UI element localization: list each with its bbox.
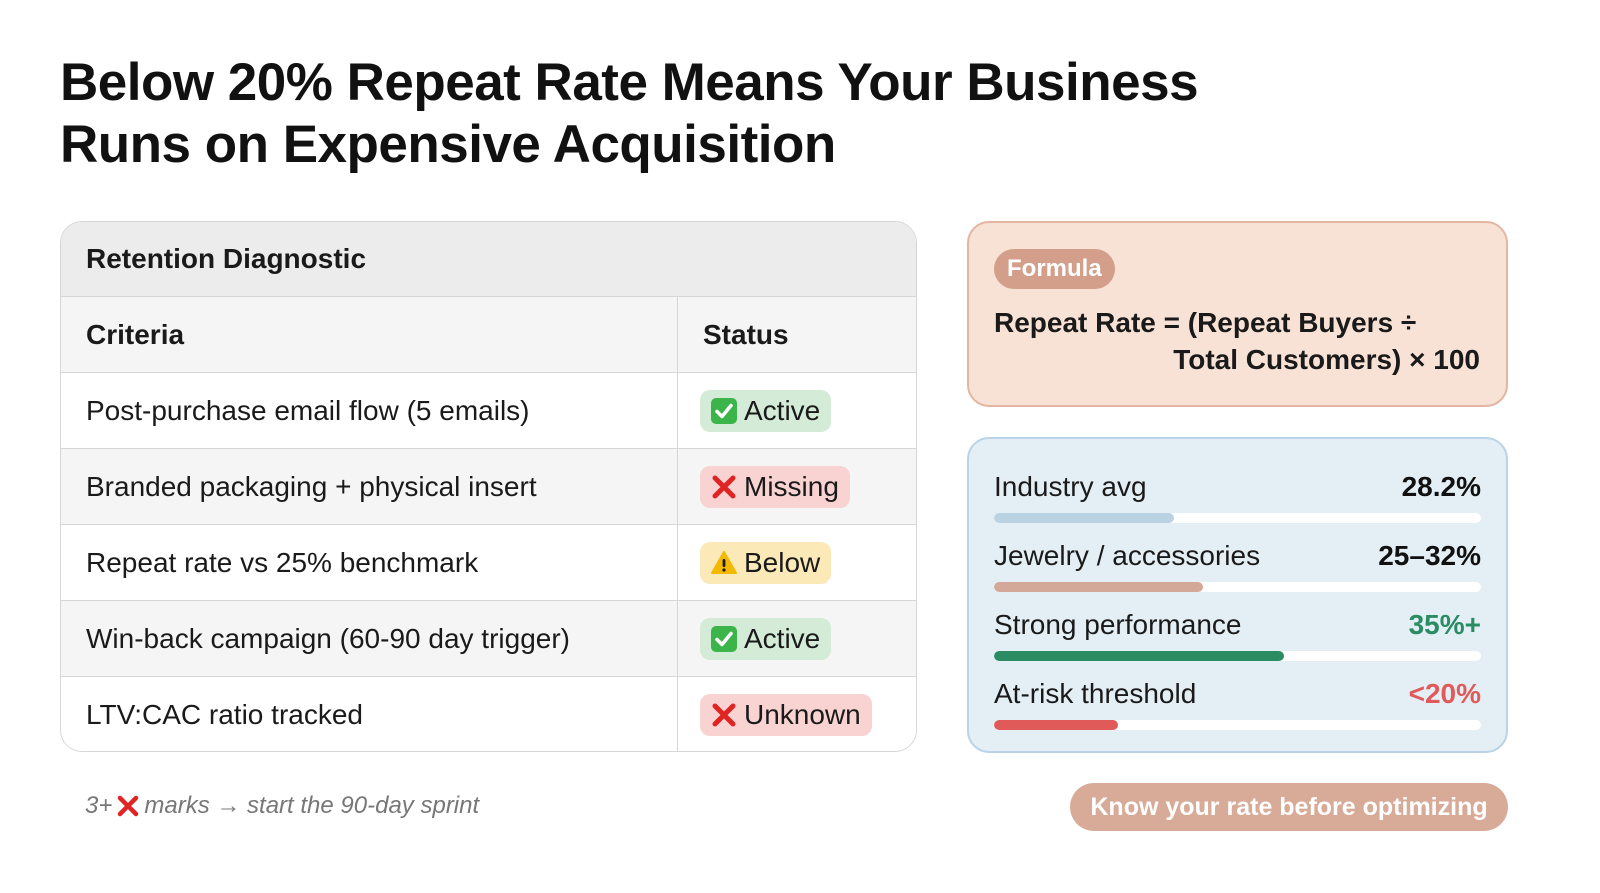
- footnote: 3+ marks → start the 90-day sprint: [85, 792, 479, 820]
- check-box-icon: [710, 397, 738, 425]
- criteria-cell: Post-purchase email flow (5 emails): [61, 373, 678, 448]
- criteria-cell: LTV:CAC ratio tracked: [61, 677, 678, 751]
- criteria-cell: Repeat rate vs 25% benchmark: [61, 525, 678, 600]
- table-title: Retention Diagnostic: [61, 222, 916, 297]
- page-title: Below 20% Repeat Rate Means Your Busines…: [60, 52, 1360, 176]
- status-badge: Active: [700, 617, 832, 660]
- status-badge: Below: [700, 541, 832, 584]
- table-row: Win-back campaign (60-90 day trigger) Act…: [61, 601, 916, 677]
- benchmark-value: 35%+: [1408, 609, 1481, 640]
- benchmark-label: Industry avg: [994, 471, 1147, 502]
- table-row: LTV:CAC ratio tracked Unknown: [61, 677, 916, 751]
- status-label: Missing: [744, 470, 839, 502]
- benchmark-bar-fill: [994, 651, 1284, 661]
- footnote-prefix: 3+: [85, 792, 113, 819]
- red-x-icon: [116, 794, 140, 818]
- benchmark-value: 28.2%: [1401, 471, 1481, 502]
- table-row: Branded packaging + physical insert Missi…: [61, 449, 916, 525]
- benchmarks-card: Industry avg 28.2% Jewelry / accessories 25…: [967, 437, 1508, 753]
- title-line-2: Runs on Expensive Acquisition: [60, 115, 836, 174]
- title-line-1: Below 20% Repeat Rate Means Your Busines…: [60, 53, 1199, 112]
- benchmark-bar-fill: [994, 582, 1204, 592]
- footnote-suffix: marks → start the 90-day sprint: [144, 792, 480, 819]
- status-label: Active: [744, 394, 821, 426]
- formula-chip: Formula: [994, 249, 1115, 289]
- red-x-icon: [710, 473, 738, 501]
- benchmark-bar-fill: [994, 720, 1119, 730]
- criteria-cell: Win-back campaign (60-90 day trigger): [61, 601, 678, 676]
- warning-icon: [710, 549, 738, 577]
- formula-line-1: Repeat Rate = (Repeat Buyers ÷: [994, 307, 1417, 338]
- know-your-rate-button[interactable]: Know your rate before optimizing: [1070, 783, 1508, 831]
- formula-card: Formula Repeat Rate = (Repeat Buyers ÷ T…: [967, 221, 1508, 407]
- retention-diagnostic-table: Retention Diagnostic Criteria Status Pos…: [60, 221, 917, 752]
- formula-line-2: Total Customers) × 100: [1173, 344, 1480, 375]
- status-badge: Missing: [700, 465, 850, 508]
- red-x-icon: [710, 701, 738, 729]
- status-badge: Active: [700, 389, 832, 432]
- benchmark-bar-track: [994, 651, 1481, 661]
- benchmark-label: At-risk threshold: [994, 678, 1197, 709]
- benchmark-value: <20%: [1408, 678, 1481, 709]
- status-label: Active: [744, 622, 821, 654]
- status-cell: Below: [678, 525, 916, 600]
- status-label: Unknown: [744, 699, 861, 730]
- status-cell: Active: [678, 601, 916, 676]
- benchmark-bar-track: [994, 513, 1481, 523]
- status-cell: Active: [678, 373, 916, 448]
- check-box-icon: [710, 625, 738, 653]
- table-header-row: Criteria Status: [61, 297, 916, 373]
- benchmark-bar-fill: [994, 513, 1175, 523]
- benchmark-value: 25–32%: [1378, 540, 1481, 571]
- benchmark-bar-track: [994, 582, 1481, 592]
- benchmark-bar-track: [994, 720, 1481, 730]
- criteria-cell: Branded packaging + physical insert: [61, 449, 678, 524]
- column-header-criteria: Criteria: [61, 297, 678, 372]
- column-header-status: Status: [703, 318, 789, 350]
- table-row: Post-purchase email flow (5 emails) Activ…: [61, 373, 916, 449]
- status-cell: Unknown: [678, 677, 916, 751]
- benchmark-label: Strong performance: [994, 609, 1242, 640]
- status-badge: Unknown: [700, 694, 872, 736]
- table-row: Repeat rate vs 25% benchmark Below: [61, 525, 916, 601]
- status-label: Below: [744, 546, 821, 578]
- status-cell: Missing: [678, 449, 916, 524]
- benchmark-label: Jewelry / accessories: [994, 540, 1261, 571]
